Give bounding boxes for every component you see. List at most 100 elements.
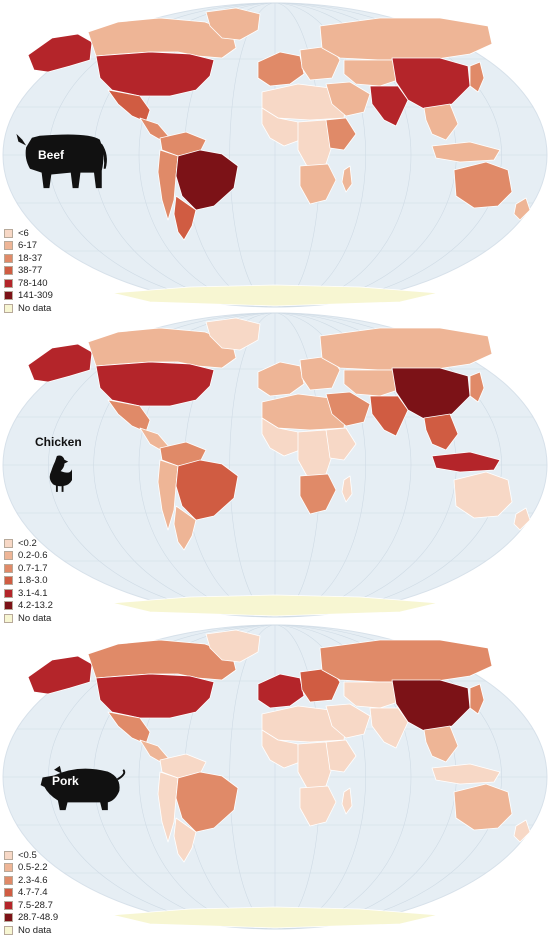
cow-icon [16,133,107,189]
animal-icon-wrap: Beef [14,128,110,192]
region-southeast-asia [423,725,459,763]
legend-item: <0.5 [4,849,58,862]
legend-label: 7.5-28.7 [18,899,53,911]
legend-item: No data [4,924,58,937]
legend-item: 0.7-1.7 [4,562,53,575]
region-greenland [205,317,261,351]
legend-item: No data [4,612,53,625]
region-argentina [173,195,197,241]
region-east-africa [325,739,357,773]
region-west-africa [261,107,301,147]
world-map [2,312,548,618]
legend-item: 78-140 [4,277,53,290]
legend-item: 18-37 [4,252,53,265]
legend-swatch [4,875,13,885]
map-panel-pork: <0.5 0.5-2.2 2.3-4.6 4.7-7.4 7.5-28.7 28.7-48… [0,622,550,936]
region-southeast-asia [423,413,459,451]
region-new-zealand [513,819,531,843]
land [27,317,531,617]
legend-item: 38-77 [4,265,53,278]
region-middle-east [325,703,371,739]
legend: <6 6-17 18-37 38-77 78-140 141-309 No data [4,227,53,315]
legend-item: 141-309 [4,290,53,303]
region-antarctica [111,284,439,307]
legend-swatch [4,925,13,935]
legend-label: 18-37 [18,252,43,264]
region-antarctica [111,906,439,929]
land [27,7,531,307]
legend-swatch [4,278,13,288]
region-alaska [27,33,93,73]
region-usa [95,51,215,97]
region-russia [319,327,493,371]
legend-label: 28.7-48.9 [18,912,59,924]
legend-label: 0.7-1.7 [18,562,48,574]
region-usa [95,673,215,719]
legend-swatch [4,266,13,276]
region-japan-korea [469,61,485,93]
region-brazil [175,771,239,833]
region-greenland [205,7,261,41]
region-southeast-asia [423,103,459,141]
region-western-europe [257,361,305,397]
region-usa [95,361,215,407]
region-east-africa [325,427,357,461]
legend-item: <6 [4,227,53,240]
region-western-europe [257,673,305,709]
legend-item: 4.2-13.2 [4,600,53,613]
legend-label: No data [18,302,52,314]
map-panel-beef: <6 6-17 18-37 38-77 78-140 141-309 No data Bee… [0,0,550,314]
legend: <0.5 0.5-2.2 2.3-4.6 4.7-7.4 7.5-28.7 28.7-48… [4,849,58,937]
legend-swatch [4,850,13,860]
region-south-asia [369,707,409,749]
legend-label: 141-309 [18,290,53,302]
legend-swatch [4,563,13,573]
legend-item: 1.8-3.0 [4,575,53,588]
world-map [2,2,548,308]
region-west-africa [261,729,301,769]
legend-swatch [4,863,13,873]
legend-label: <0.2 [18,537,37,549]
legend-label: No data [18,924,52,936]
region-middle-east [325,391,371,427]
region-indonesia [431,141,501,163]
animal-icon-wrap: Chicken [35,435,82,494]
region-western-europe [257,51,305,87]
region-south-asia [369,395,409,437]
map-panel-chicken: <0.2 0.2-0.6 0.7-1.7 1.8-3.0 3.1-4.1 4.2-13.2… [0,310,550,624]
animal-icon-wrap: Pork [34,764,126,812]
region-china [391,57,471,111]
legend-swatch [4,291,13,301]
region-madagascar [341,787,353,815]
legend-item: 0.5-2.2 [4,862,58,875]
region-indonesia [431,763,501,785]
chicken-icon [49,455,74,492]
legend-swatch [4,538,13,548]
legend-label: No data [18,612,52,624]
region-alaska [27,343,93,383]
region-argentina [173,817,197,863]
region-brazil [175,149,239,211]
region-southern-africa [299,473,337,515]
region-southern-africa [299,785,337,827]
region-madagascar [341,165,353,193]
region-argentina [173,505,197,551]
region-australia [453,471,513,519]
legend-swatch [4,888,13,898]
legend-label: 0.5-2.2 [18,862,48,874]
legend-label: 4.7-7.4 [18,887,48,899]
region-new-zealand [513,507,531,531]
region-russia [319,639,493,683]
graticule-line [48,312,502,618]
region-south-asia [369,85,409,127]
legend-label: 1.8-3.0 [18,575,48,587]
legend-swatch [4,900,13,910]
region-indonesia [431,451,501,473]
region-australia [453,161,513,209]
animal-label: Beef [38,148,65,162]
legend-label: 3.1-4.1 [18,587,48,599]
legend-swatch [4,551,13,561]
legend-swatch [4,253,13,263]
animal-label: Chicken [35,435,82,449]
region-southern-africa [299,163,337,205]
